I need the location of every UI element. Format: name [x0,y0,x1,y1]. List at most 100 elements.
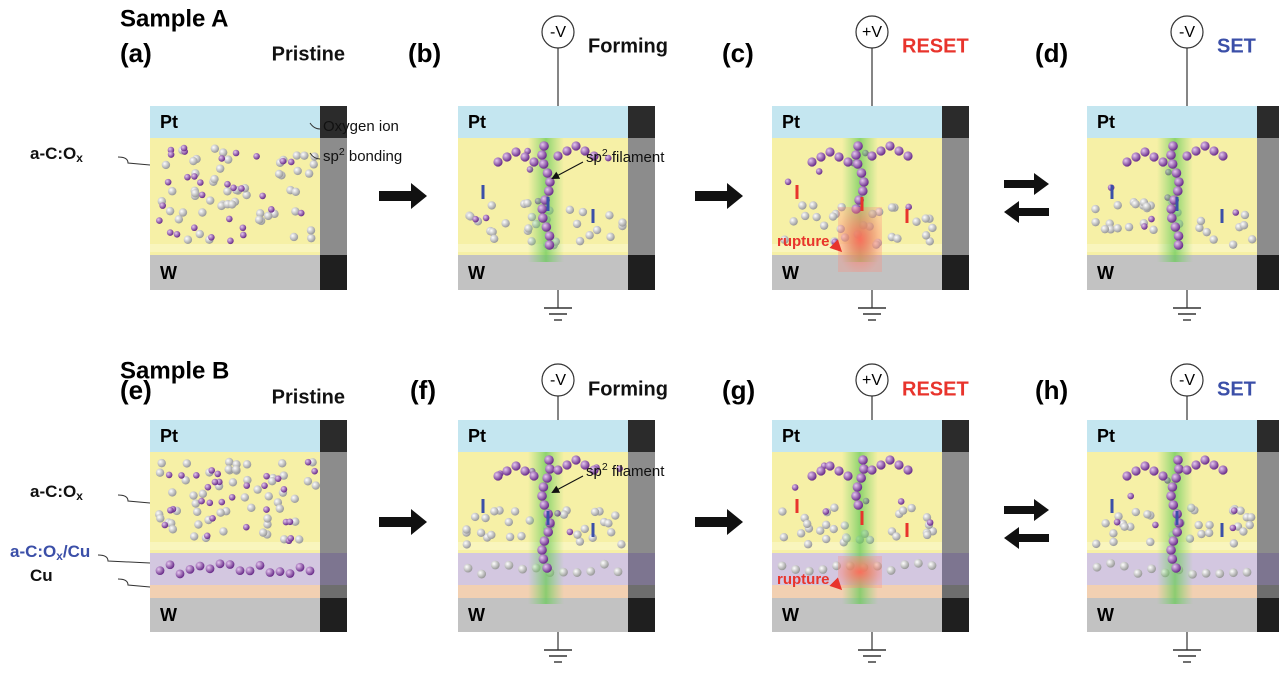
oxygen-ion [1092,540,1100,548]
oxygen-ion [1106,559,1115,568]
oxygen-ion [778,507,786,515]
filament-branch [520,152,529,161]
oxygen-ion [888,203,896,211]
oxygen-ion [593,226,601,234]
oxygen-ion [1240,221,1248,229]
annotation-post: filament [608,149,666,166]
oxygen-ion [166,207,174,215]
annotation-post: filament [608,463,666,480]
filament-atom [537,204,547,214]
sp2-site [198,498,205,505]
oxygen-ion [505,561,514,570]
annotation: sp2 filament [586,461,665,480]
filament-atom [859,177,869,187]
oxygen-ion [566,206,574,214]
cu-ion [246,566,255,575]
oxygen-ion [1215,569,1224,578]
annotation: Oxygen ion [323,118,399,135]
oxygen-ion [259,528,267,536]
layer-side [1257,553,1279,585]
bottom-electrode: W [782,605,799,625]
filament-branch [1158,157,1167,166]
sp2-site [792,484,799,491]
oxygen-ion [300,151,308,159]
oxygen-ion [830,525,838,533]
oxygen-ion [211,144,219,152]
oxygen-ion [1146,538,1154,546]
oxygen-ion [604,519,612,527]
oxygen-ion [156,514,164,522]
filament-branch [1158,471,1167,480]
sp2-site [1230,525,1237,532]
annotation: rupture [777,571,830,588]
filament-branch [553,465,562,474]
oxygen-ion [264,212,272,220]
process-arrow [379,509,427,535]
filament-branch [1149,152,1158,161]
oxygen-ion [162,161,170,169]
oxygen-ion [605,211,613,219]
oxygen-ion [1194,521,1202,529]
oxygen-ion [912,218,920,226]
bottom-electrode: W [468,605,485,625]
oxygen-ion [812,213,820,221]
sp2-site [238,185,245,192]
filament-branch [529,471,538,480]
filament-atom [1168,159,1178,169]
panel-label: (d) [1035,38,1068,68]
sp2-site [224,181,231,188]
layer-side [1257,585,1279,598]
oxygen-ion [243,460,251,468]
oxygen-ion [463,540,471,548]
oxygen-ion [505,518,513,526]
filament-atom [542,563,552,573]
filament-branch [493,157,502,166]
sp2-site [218,499,225,506]
filament-atom [1174,177,1184,187]
oxygen-ion [1114,201,1122,209]
filament-branch [502,152,511,161]
filament-branch [807,471,816,480]
oxygen-ion [928,561,937,570]
sp2-site [259,193,266,200]
filament-atom [853,141,863,151]
oxygen-ion [1236,507,1244,515]
filament-branch [834,152,843,161]
sp2-site [159,202,166,209]
filament-atom [544,455,554,465]
filament-branch [529,157,538,166]
filament-branch [553,151,562,160]
top-electrode: Pt [782,112,800,132]
filament-atom [851,491,861,501]
oxygen-ion [607,528,615,536]
filament-atom [545,464,555,474]
filament-branch [1149,466,1158,475]
oxygen-ion [914,559,923,568]
filament-atom [543,168,553,178]
sp2-site [193,472,200,479]
filament-branch [867,465,876,474]
panel-label: (a) [120,38,152,68]
filament-branch [1122,157,1131,166]
filament-branch [825,147,834,156]
oxygen-ion [1132,508,1140,516]
oxygen-ion [1109,529,1117,537]
oxygen-ion [216,164,224,172]
oxygen-ion [1247,513,1255,521]
oxygen-ion [196,230,204,238]
sp2-site [204,533,211,540]
oxygen-ion [1120,522,1128,530]
oxygen-ion [573,568,582,577]
oxygen-ion [1202,569,1211,578]
filament-atom [1168,482,1178,492]
figure: Sample Aa-C:OxPtW(a)PristineOxygen ionsp… [0,0,1279,673]
annotation-text: rupture [777,571,830,588]
oxygen-ion [168,187,176,195]
sp2-site [165,179,172,186]
sp2-site [191,173,198,180]
annotation: sp2 bonding [323,146,402,165]
voltage-label: +V [862,24,882,41]
filament-atom [545,231,555,241]
process-arrow [1004,527,1049,549]
cu-ion [196,562,205,571]
